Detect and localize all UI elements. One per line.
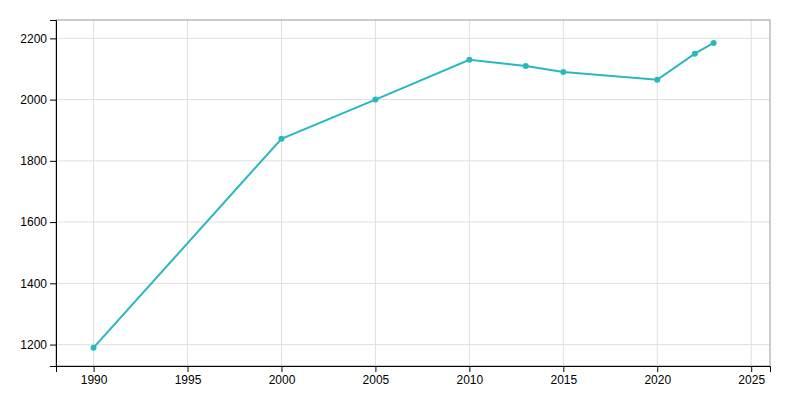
x-tick-mark bbox=[751, 366, 752, 372]
grid-line-y bbox=[56, 160, 770, 161]
grid-line-y bbox=[56, 38, 770, 39]
x-tick-label: 2010 bbox=[457, 373, 484, 387]
grid-line-y bbox=[56, 222, 770, 223]
x-tick-label: 2020 bbox=[644, 373, 671, 387]
x-tick-mark bbox=[375, 366, 376, 372]
grid-line-x bbox=[657, 20, 658, 366]
grid-line-x bbox=[375, 20, 376, 366]
x-tick-mark bbox=[281, 366, 282, 372]
point bbox=[372, 97, 378, 103]
x-tick: 1995 bbox=[175, 366, 202, 387]
x-tick-mark bbox=[563, 366, 564, 372]
x-tick-mark bbox=[94, 366, 95, 372]
grid-line-y bbox=[56, 99, 770, 100]
y-tick-label: 2000 bbox=[20, 93, 47, 107]
grid-line-y bbox=[56, 344, 770, 345]
marks bbox=[91, 40, 717, 351]
x-tick: 2015 bbox=[550, 366, 577, 387]
point bbox=[654, 77, 660, 83]
y-axis: 1200 1400 1600 1800 2000 2200 bbox=[20, 21, 56, 367]
y-tick-mark bbox=[50, 283, 56, 284]
point bbox=[692, 51, 698, 57]
grid-line-y bbox=[56, 283, 770, 284]
y-tick-mark bbox=[50, 38, 56, 39]
point bbox=[466, 57, 472, 63]
axis-line bbox=[57, 367, 771, 373]
y-tick-label: 2200 bbox=[20, 32, 47, 46]
x-tick-label: 2025 bbox=[738, 373, 765, 387]
x-tick: 2025 bbox=[738, 366, 765, 387]
chart: 1990 1995 2000 2005 2010 2015 2020 2025 1200 1400… bbox=[0, 0, 800, 400]
x-axis: 1990 1995 2000 2005 2010 2015 2020 2025 bbox=[57, 366, 771, 387]
y-tick-label: 1400 bbox=[20, 277, 47, 291]
axis-line bbox=[50, 21, 57, 367]
y-tick-mark bbox=[50, 100, 56, 101]
x-tick: 2000 bbox=[269, 366, 296, 387]
point bbox=[711, 40, 717, 46]
x-tick-label: 1995 bbox=[175, 373, 202, 387]
x-tick-mark bbox=[188, 366, 189, 372]
grid-line-x bbox=[281, 20, 282, 366]
y-tick: 1600 bbox=[20, 215, 56, 229]
x-tick-mark bbox=[469, 366, 470, 372]
x-tick: 1990 bbox=[81, 366, 108, 387]
plot-frame bbox=[56, 20, 770, 366]
grid bbox=[56, 20, 770, 366]
point bbox=[560, 69, 566, 75]
y-tick: 2000 bbox=[20, 93, 56, 107]
y-tick-mark bbox=[50, 161, 56, 162]
y-tick: 1200 bbox=[20, 338, 56, 352]
y-tick: 1800 bbox=[20, 154, 56, 168]
plot: 1990 1995 2000 2005 2010 2015 2020 2025 1200 1400… bbox=[20, 20, 770, 387]
y-tick: 2200 bbox=[20, 32, 56, 46]
y-tick: 1400 bbox=[20, 277, 56, 291]
x-tick-label: 2005 bbox=[363, 373, 390, 387]
y-tick-label: 1600 bbox=[20, 215, 47, 229]
grid-line-x bbox=[187, 20, 188, 366]
line bbox=[94, 43, 714, 348]
y-tick-label: 1800 bbox=[20, 154, 47, 168]
point bbox=[278, 136, 284, 142]
x-tick: 2005 bbox=[363, 366, 390, 387]
x-tick-label: 1990 bbox=[81, 373, 108, 387]
grid-line-x bbox=[93, 20, 94, 366]
point bbox=[523, 63, 529, 69]
x-tick: 2010 bbox=[457, 366, 484, 387]
x-tick-mark bbox=[657, 366, 658, 372]
grid-line-x bbox=[751, 20, 752, 366]
point bbox=[91, 345, 97, 351]
x-tick: 2020 bbox=[644, 366, 671, 387]
grid-line-x bbox=[469, 20, 470, 366]
x-tick-label: 2015 bbox=[550, 373, 577, 387]
x-tick-label: 2000 bbox=[269, 373, 296, 387]
y-tick-mark bbox=[50, 345, 56, 346]
y-tick-label: 1200 bbox=[20, 338, 47, 352]
y-tick-mark bbox=[50, 222, 56, 223]
